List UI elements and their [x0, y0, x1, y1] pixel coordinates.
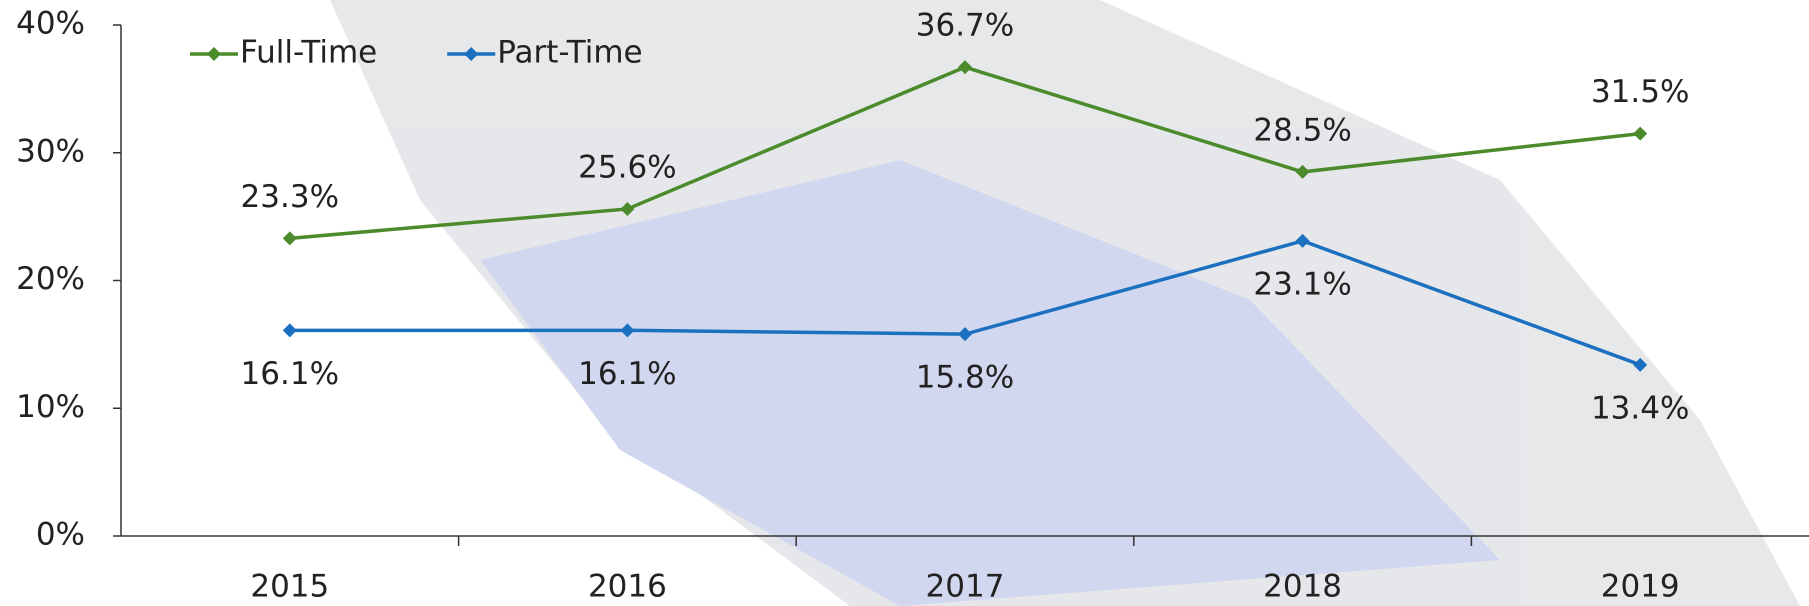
y-tick-label: 30%: [16, 133, 85, 169]
x-tick-label: 2015: [250, 569, 329, 605]
y-tick-label: 0%: [36, 517, 85, 553]
legend-label: Full-Time: [240, 35, 377, 71]
data-label: 13.4%: [1591, 390, 1689, 426]
data-label: 25.6%: [578, 149, 676, 185]
x-tick-label: 2018: [1263, 569, 1342, 605]
data-label: 16.1%: [578, 356, 676, 392]
data-label: 16.1%: [241, 356, 339, 392]
y-tick-label: 40%: [16, 6, 85, 42]
x-tick-label: 2017: [926, 569, 1005, 605]
legend-label: Part-Time: [497, 35, 642, 71]
data-label: 23.1%: [1253, 266, 1351, 302]
x-tick-label: 2016: [588, 569, 667, 605]
point: [1633, 127, 1647, 141]
x-tick-label: 2019: [1601, 569, 1680, 605]
data-label: 31.5%: [1591, 74, 1689, 110]
decoration: [330, 0, 1800, 606]
data-label: 36.7%: [916, 8, 1014, 44]
y-tick-label: 10%: [16, 389, 85, 425]
point: [283, 231, 297, 245]
point: [283, 323, 297, 337]
data-label: 15.8%: [916, 360, 1014, 396]
chart: 0% 10% 20% 30% 40% 2015 2016 2017 2018 2019 23.3% 2…: [0, 0, 1809, 606]
y-tick-label: 20%: [16, 261, 85, 297]
legend-marker: [207, 47, 221, 61]
data-label: 28.5%: [1253, 112, 1351, 148]
data-label: 23.3%: [241, 179, 339, 215]
